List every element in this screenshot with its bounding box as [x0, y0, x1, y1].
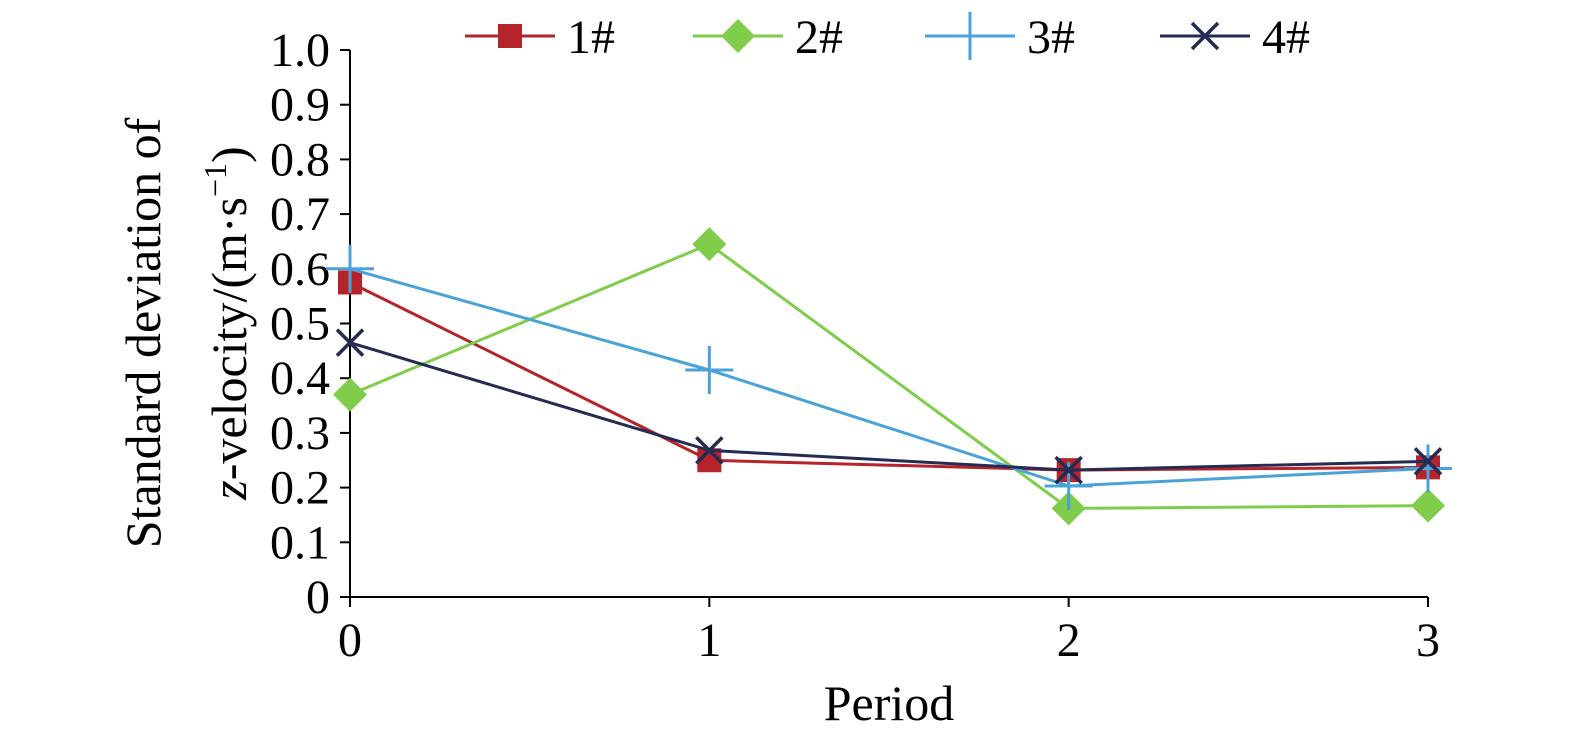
legend-label: 3#	[1027, 11, 1075, 64]
x-tick-label: 2	[1057, 614, 1081, 667]
y-tick-label: 0.9	[270, 79, 330, 132]
y-tick-label: 0.3	[270, 407, 330, 460]
data-point-marker	[1404, 444, 1452, 493]
y-tick-label: 0.5	[270, 298, 330, 351]
y-axis-title-2: z-velocity/(m·s−1)	[197, 146, 257, 500]
legend-marker	[721, 19, 755, 53]
legend-item: 3#	[925, 11, 1075, 64]
data-point-marker	[326, 244, 374, 293]
y-tick-label: 0	[306, 571, 330, 624]
data-point-marker	[685, 345, 734, 394]
x-tick-label: 1	[697, 614, 721, 667]
data-point-marker	[335, 328, 365, 357]
x-axis-title: Period	[824, 675, 955, 731]
y-axis-title-line1: Standard deviation of	[115, 117, 171, 548]
data-point-marker	[1411, 488, 1445, 523]
series-2	[333, 227, 1445, 526]
data-point-marker	[695, 436, 724, 465]
series-line	[349, 267, 1429, 488]
series-4	[335, 328, 1443, 485]
legend-marker	[1190, 21, 1220, 51]
y-axis-title-line2: z-velocity/(m·s−1)	[197, 146, 257, 500]
y-axis-title: Standard deviation of	[115, 117, 171, 548]
y-tick-label: 1.0	[270, 24, 330, 77]
legend-marker	[498, 24, 522, 48]
legend: 1# 2# 3# 4#	[465, 11, 1310, 64]
data-point-marker	[333, 377, 367, 412]
y-tick-label: 0.2	[270, 462, 330, 515]
legend-item: 1#	[465, 11, 615, 64]
y-tick-label: 0.7	[270, 188, 330, 241]
data-point-marker	[1054, 455, 1083, 485]
series-line	[349, 341, 1429, 472]
ticks: 00.10.20.30.40.50.60.70.80.91.0 0 1 2 3	[270, 24, 1440, 667]
data-point-marker	[692, 227, 727, 262]
legend-item: 2#	[693, 11, 843, 64]
data-point-marker	[1413, 447, 1443, 476]
legend-label: 1#	[567, 11, 615, 64]
y-tick-label: 0.1	[270, 516, 330, 569]
legend-label: 4#	[1262, 11, 1310, 64]
legend-marker	[946, 12, 994, 60]
series-group	[326, 227, 1452, 526]
y-tick-label: 0.6	[270, 243, 330, 296]
x-tick-label: 3	[1416, 614, 1440, 667]
y-tick-label: 0.4	[270, 352, 330, 405]
y-tick-label: 0.8	[270, 133, 330, 186]
series-line	[349, 281, 1429, 472]
legend-item: 4#	[1160, 11, 1310, 64]
axes	[349, 50, 1428, 598]
legend-label: 2#	[795, 11, 843, 64]
x-tick-label: 0	[338, 614, 362, 667]
